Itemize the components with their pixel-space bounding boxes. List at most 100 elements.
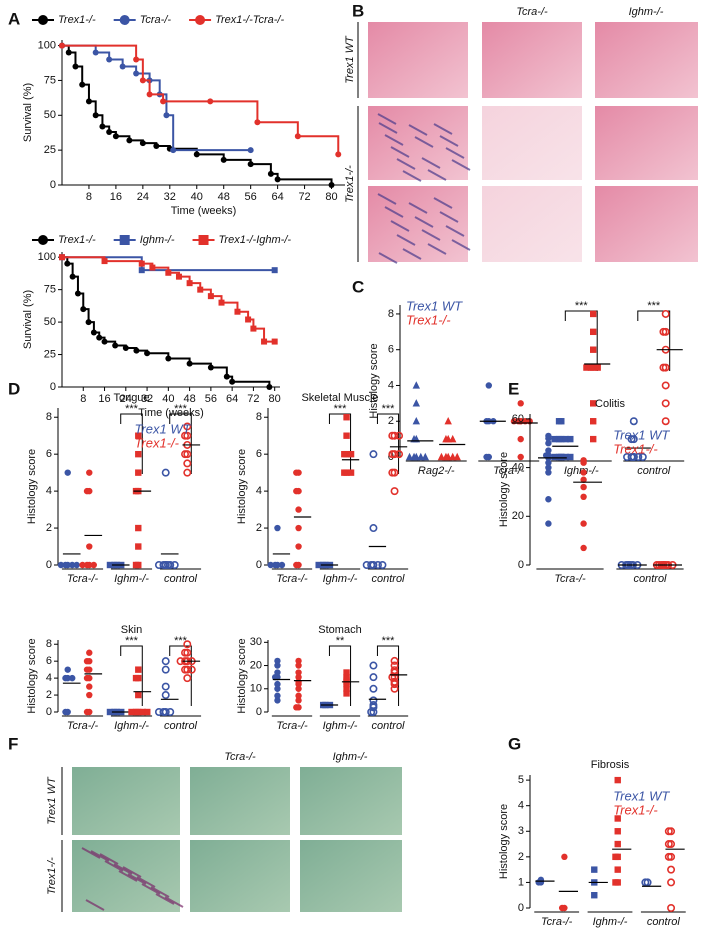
legend-label: Trex1-/- <box>58 234 96 246</box>
lesion <box>127 873 147 885</box>
micrograph <box>482 186 582 262</box>
point <box>38 15 48 25</box>
panel-label: F <box>8 734 18 753</box>
x-tick-label: Tcra-/- <box>554 573 586 585</box>
y-axis-label: Histology score <box>26 449 38 524</box>
point <box>580 520 587 527</box>
point <box>274 692 281 699</box>
point <box>165 355 172 362</box>
point <box>153 142 160 149</box>
point <box>72 63 79 70</box>
point <box>207 364 214 371</box>
y-tick-label: 4 <box>388 379 394 391</box>
x-tick-label: Tcra-/- <box>276 573 308 585</box>
micrograph <box>300 840 402 912</box>
point <box>266 384 273 390</box>
point <box>198 235 209 245</box>
point <box>133 70 140 77</box>
y-tick-label: 0 <box>518 902 524 914</box>
lesion <box>90 850 110 862</box>
column-label: Tcra-/- <box>224 751 256 763</box>
point <box>412 417 420 425</box>
y-tick-label: 100 <box>38 39 56 51</box>
point <box>135 432 142 439</box>
y-tick-label: 25 <box>44 348 56 360</box>
point <box>83 657 91 665</box>
micrograph <box>300 767 402 835</box>
point <box>187 665 196 674</box>
y-tick-label: 0 <box>46 706 52 718</box>
point <box>62 674 69 682</box>
lesion <box>99 853 119 865</box>
y-axis-label: Histology score <box>26 638 38 713</box>
point <box>83 666 91 673</box>
point <box>638 452 647 461</box>
y-tick-label: 4 <box>46 672 52 684</box>
point <box>517 435 524 443</box>
lesion <box>136 876 156 888</box>
point <box>220 156 227 163</box>
point <box>106 561 114 569</box>
point <box>86 649 93 656</box>
point <box>295 685 302 692</box>
point <box>612 879 619 886</box>
point <box>580 544 587 552</box>
point <box>293 469 300 476</box>
lesion <box>427 169 447 181</box>
point <box>106 129 113 136</box>
x-axis-label: Time (weeks) <box>171 205 237 217</box>
legend-label: Trex1 WT <box>134 421 191 436</box>
point <box>274 176 281 183</box>
point <box>453 452 461 461</box>
point <box>139 708 146 716</box>
point <box>412 399 420 407</box>
x-tick-label: 16 <box>98 393 110 405</box>
y-tick-label: 75 <box>44 284 56 296</box>
point <box>442 434 450 443</box>
panel-label: E <box>508 379 519 398</box>
point <box>135 469 142 476</box>
point <box>165 269 172 276</box>
lesion <box>378 252 398 264</box>
lesion <box>390 146 410 158</box>
point <box>197 286 204 293</box>
point <box>73 561 80 569</box>
x-tick-label: 24 <box>137 191 149 203</box>
point <box>86 543 93 550</box>
point <box>274 662 281 669</box>
significance-bracket <box>564 310 598 371</box>
micrograph <box>72 767 180 835</box>
significance-label: *** <box>382 635 396 647</box>
significance-bracket <box>328 645 352 706</box>
x-tick-label: Tcra-/- <box>276 720 308 732</box>
x-tick-label: 8 <box>80 393 86 405</box>
chart-title: Colitis <box>595 398 625 410</box>
point <box>132 708 140 716</box>
point <box>83 708 91 716</box>
micrograph <box>482 22 582 98</box>
point <box>59 254 65 261</box>
x-tick-label: 32 <box>141 393 153 405</box>
point <box>186 280 193 287</box>
point <box>160 98 167 105</box>
point <box>183 422 192 431</box>
point <box>373 560 382 569</box>
point <box>207 98 214 105</box>
point <box>207 293 214 300</box>
x-tick-label: control <box>164 720 198 732</box>
row-label: Trex1-/- <box>46 857 58 895</box>
y-tick-label: 75 <box>44 74 56 86</box>
lesion <box>427 243 447 255</box>
lesion <box>402 170 422 182</box>
point <box>69 561 76 569</box>
point <box>79 81 86 88</box>
point <box>274 685 281 692</box>
point <box>132 561 140 569</box>
point <box>629 452 638 461</box>
point <box>195 15 206 25</box>
point <box>661 381 670 390</box>
point <box>254 119 261 126</box>
point <box>86 469 93 476</box>
point <box>664 840 673 849</box>
significance-bracket <box>120 645 143 706</box>
